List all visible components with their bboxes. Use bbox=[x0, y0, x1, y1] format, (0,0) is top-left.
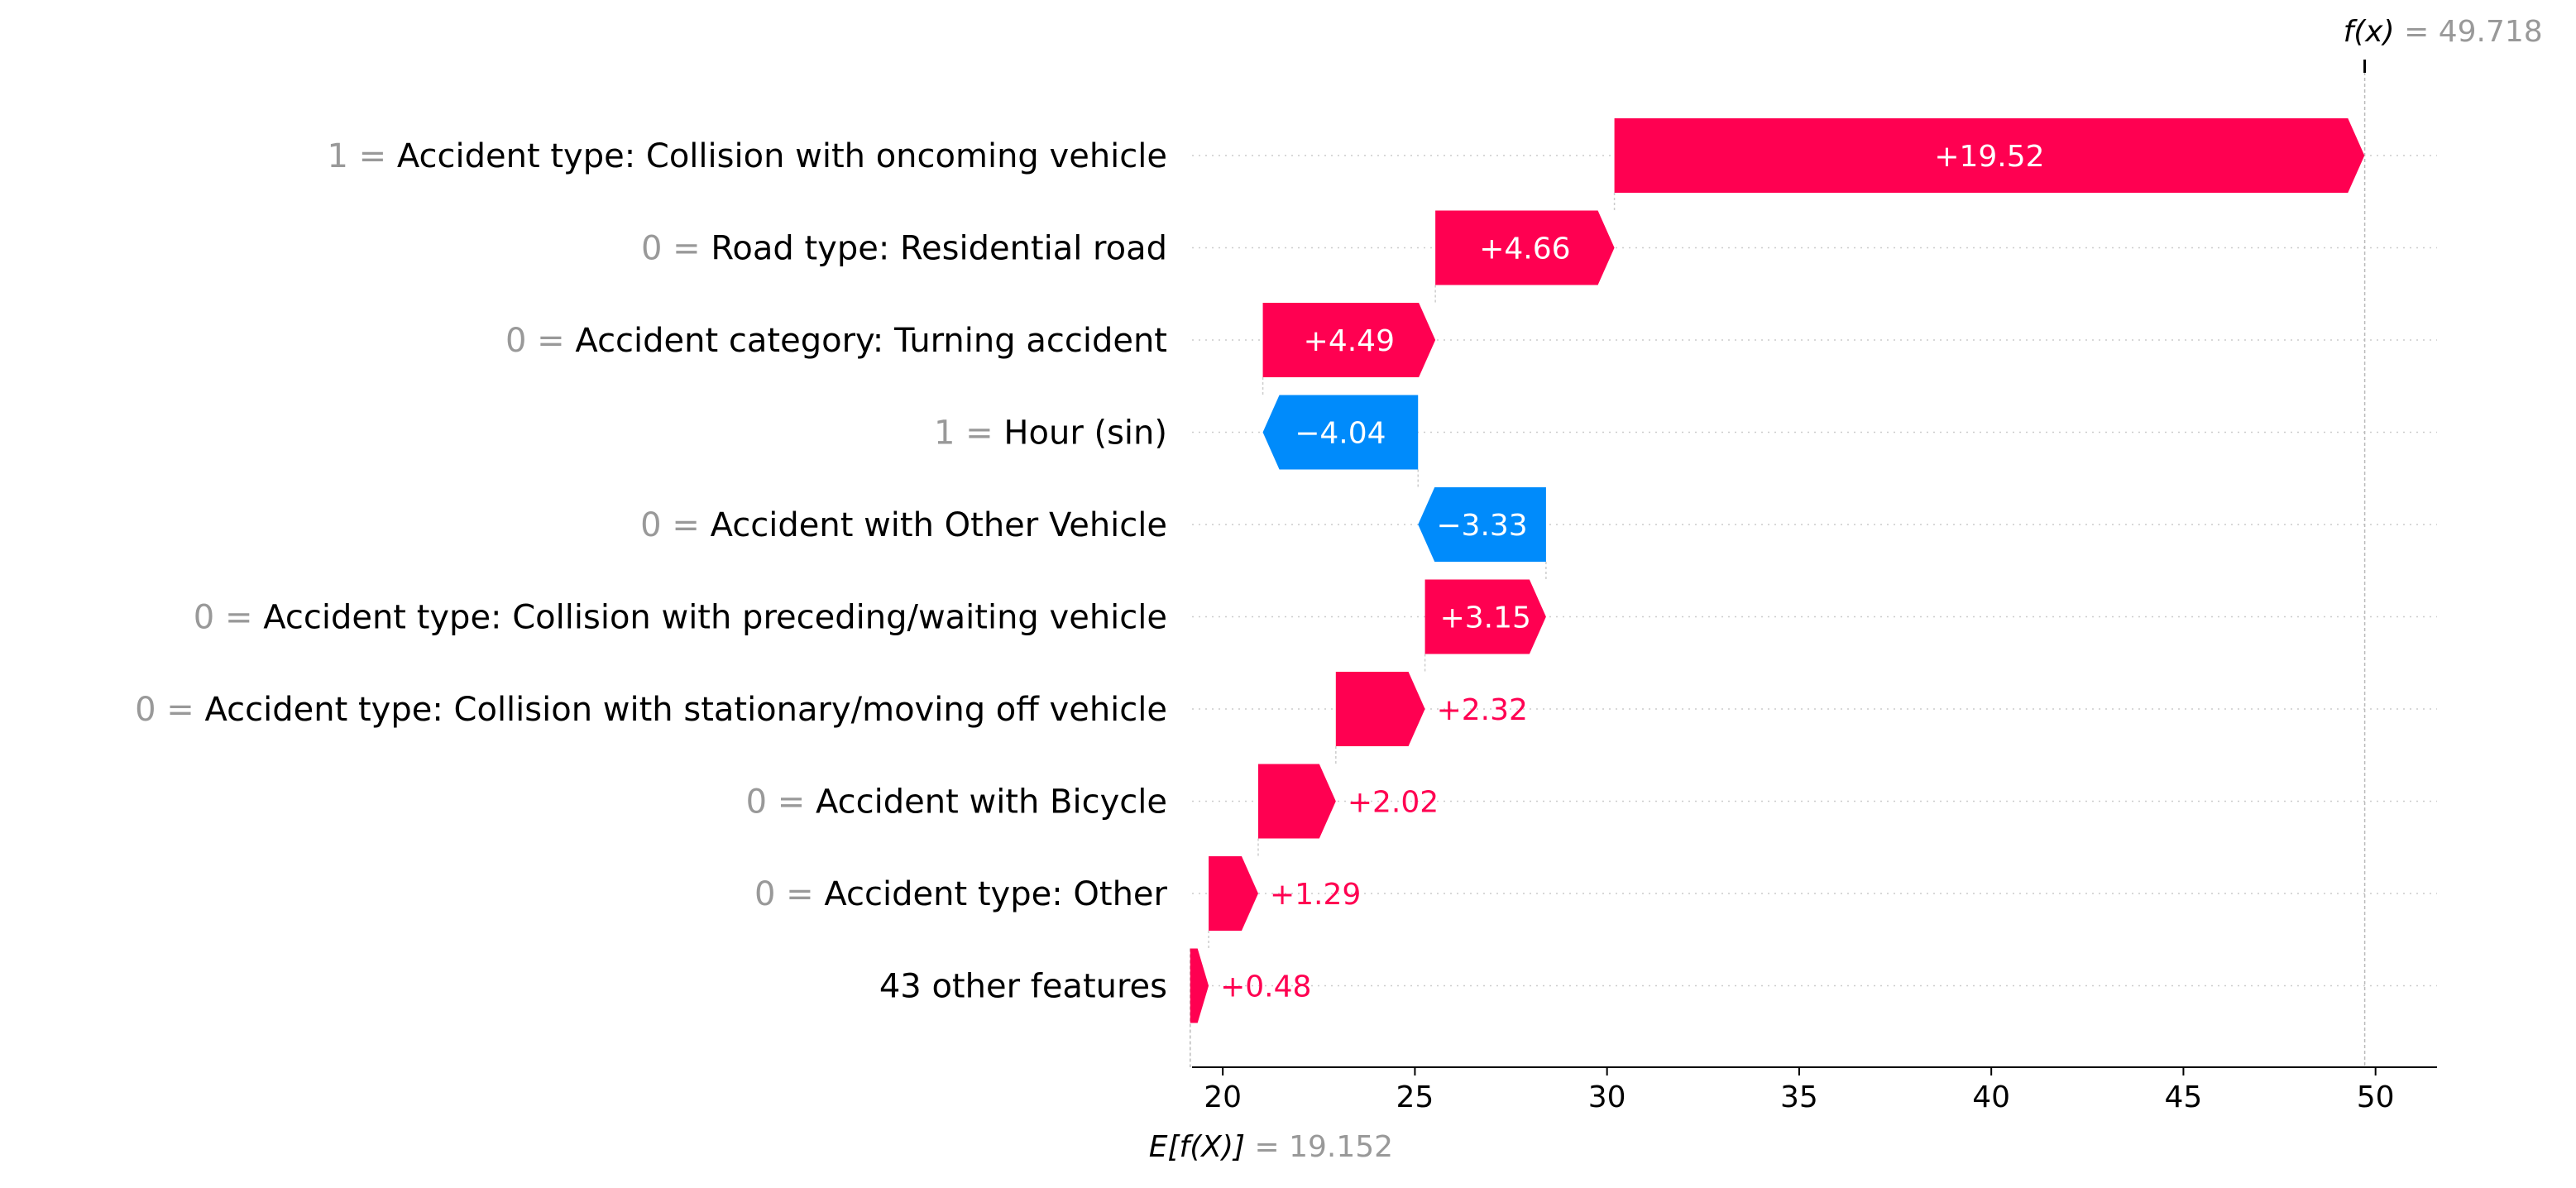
feature-label: 0 = Accident type: Other bbox=[754, 875, 1168, 913]
feature-label: 0 = Accident with Bicycle bbox=[746, 783, 1167, 822]
feature-label: 0 = Road type: Residential road bbox=[641, 230, 1167, 268]
bar-5 bbox=[1418, 487, 1546, 562]
feature-name: Accident type: Collision with stationary… bbox=[204, 691, 1167, 729]
bar-value-label: +0.48 bbox=[1220, 970, 1311, 1004]
bar-value-label: +2.32 bbox=[1437, 693, 1528, 727]
bar-value-label: +4.49 bbox=[1304, 324, 1395, 358]
bar-6 bbox=[1424, 579, 1546, 654]
feature-equals: = bbox=[662, 230, 711, 268]
grid-layer bbox=[1190, 66, 2437, 1067]
bar-value-label: +3.15 bbox=[1440, 601, 1531, 635]
output-value-annotation: f(x) = 49.718 bbox=[2344, 15, 2543, 49]
base-value-number: 19.152 bbox=[1289, 1130, 1393, 1164]
bar-layer: +19.52 +4.66 +4.49 −4.04 −3.33 +3.15 +2.32 +2.0… bbox=[1190, 118, 2365, 1023]
feature-name: Accident with Other Vehicle bbox=[711, 506, 1167, 544]
bar-value-label: −3.33 bbox=[1436, 509, 1527, 543]
x-tick-label: 20 bbox=[1204, 1080, 1242, 1114]
feature-value: 0 bbox=[505, 322, 526, 360]
bar-4 bbox=[1262, 395, 1419, 470]
feature-equals: = bbox=[775, 875, 824, 913]
feature-label: 0 = Accident type: Collision with statio… bbox=[135, 691, 1167, 729]
feature-name: Hour (sin) bbox=[1003, 414, 1167, 453]
feature-name: Accident with Bicycle bbox=[816, 783, 1167, 822]
feature-label: 1 = Accident type: Collision with oncomi… bbox=[327, 137, 1167, 175]
bar-value-label: +4.66 bbox=[1479, 232, 1570, 266]
x-tick-label: 40 bbox=[1972, 1080, 2010, 1114]
annotation-layer: E[f(X)] = 19.152 f(x) = 49.718 bbox=[1149, 15, 2543, 1164]
x-tick-label: 30 bbox=[1588, 1080, 1626, 1114]
feature-label-layer: 1 = Accident type: Collision with oncomi… bbox=[135, 137, 1167, 1006]
feature-label: 43 other features bbox=[879, 968, 1167, 1006]
feature-name: 43 other features bbox=[879, 968, 1167, 1006]
output-value-label: f(x) bbox=[2344, 15, 2395, 49]
feature-value: 0 bbox=[641, 230, 662, 268]
bar-value-label: +2.02 bbox=[1348, 786, 1439, 820]
feature-value: 0 bbox=[754, 875, 775, 913]
feature-label: 0 = Accident type: Collision with preced… bbox=[194, 599, 1167, 637]
bar-3 bbox=[1262, 303, 1436, 377]
feature-value: 0 bbox=[640, 506, 661, 544]
x-tick-label: 25 bbox=[1396, 1080, 1434, 1114]
base-value-annotation: E[f(X)] = 19.152 bbox=[1149, 1130, 1393, 1164]
output-value-equals: = bbox=[2395, 15, 2439, 49]
bar-1 bbox=[1614, 118, 2365, 193]
feature-equals: = bbox=[214, 599, 263, 637]
feature-name: Accident type: Collision with oncoming v… bbox=[397, 137, 1167, 175]
x-tick-label: 45 bbox=[2165, 1080, 2203, 1114]
bar-7 bbox=[1335, 672, 1425, 746]
x-tick-label: 35 bbox=[1780, 1080, 1818, 1114]
bar-value-label: +1.29 bbox=[1270, 878, 1361, 912]
output-value-number: 49.718 bbox=[2439, 15, 2543, 49]
bar-8 bbox=[1257, 764, 1336, 839]
feature-name: Road type: Residential road bbox=[711, 230, 1167, 268]
feature-name: Accident type: Other bbox=[824, 875, 1167, 913]
bar-9 bbox=[1209, 856, 1258, 931]
feature-label: 1 = Hour (sin) bbox=[934, 414, 1167, 453]
feature-value: 0 bbox=[135, 691, 156, 729]
feature-name: Accident type: Collision with preceding/… bbox=[263, 599, 1167, 637]
feature-equals: = bbox=[348, 137, 397, 175]
feature-label: 0 = Accident with Other Vehicle bbox=[640, 506, 1167, 544]
feature-equals: = bbox=[526, 322, 575, 360]
feature-equals: = bbox=[156, 691, 205, 729]
feature-name: Accident category: Turning accident bbox=[575, 322, 1167, 360]
x-tick-label: 50 bbox=[2357, 1080, 2395, 1114]
feature-value: 0 bbox=[746, 783, 767, 822]
bar-value-label: +19.52 bbox=[1934, 140, 2044, 174]
base-value-label: E[f(X)] bbox=[1149, 1130, 1245, 1164]
bar-2 bbox=[1435, 210, 1615, 285]
feature-value: 1 bbox=[327, 137, 347, 175]
bar-10 bbox=[1190, 948, 1209, 1023]
feature-value: 0 bbox=[194, 599, 214, 637]
feature-equals: = bbox=[955, 414, 1003, 453]
feature-equals: = bbox=[767, 783, 816, 822]
bar-value-label: −4.04 bbox=[1295, 417, 1386, 451]
feature-value: 1 bbox=[934, 414, 955, 453]
x-axis: 20 25 30 35 40 45 50 bbox=[1192, 1066, 2437, 1114]
feature-label: 0 = Accident category: Turning accident bbox=[505, 322, 1167, 360]
feature-equals: = bbox=[662, 506, 711, 544]
base-value-equals: = bbox=[1245, 1130, 1289, 1164]
